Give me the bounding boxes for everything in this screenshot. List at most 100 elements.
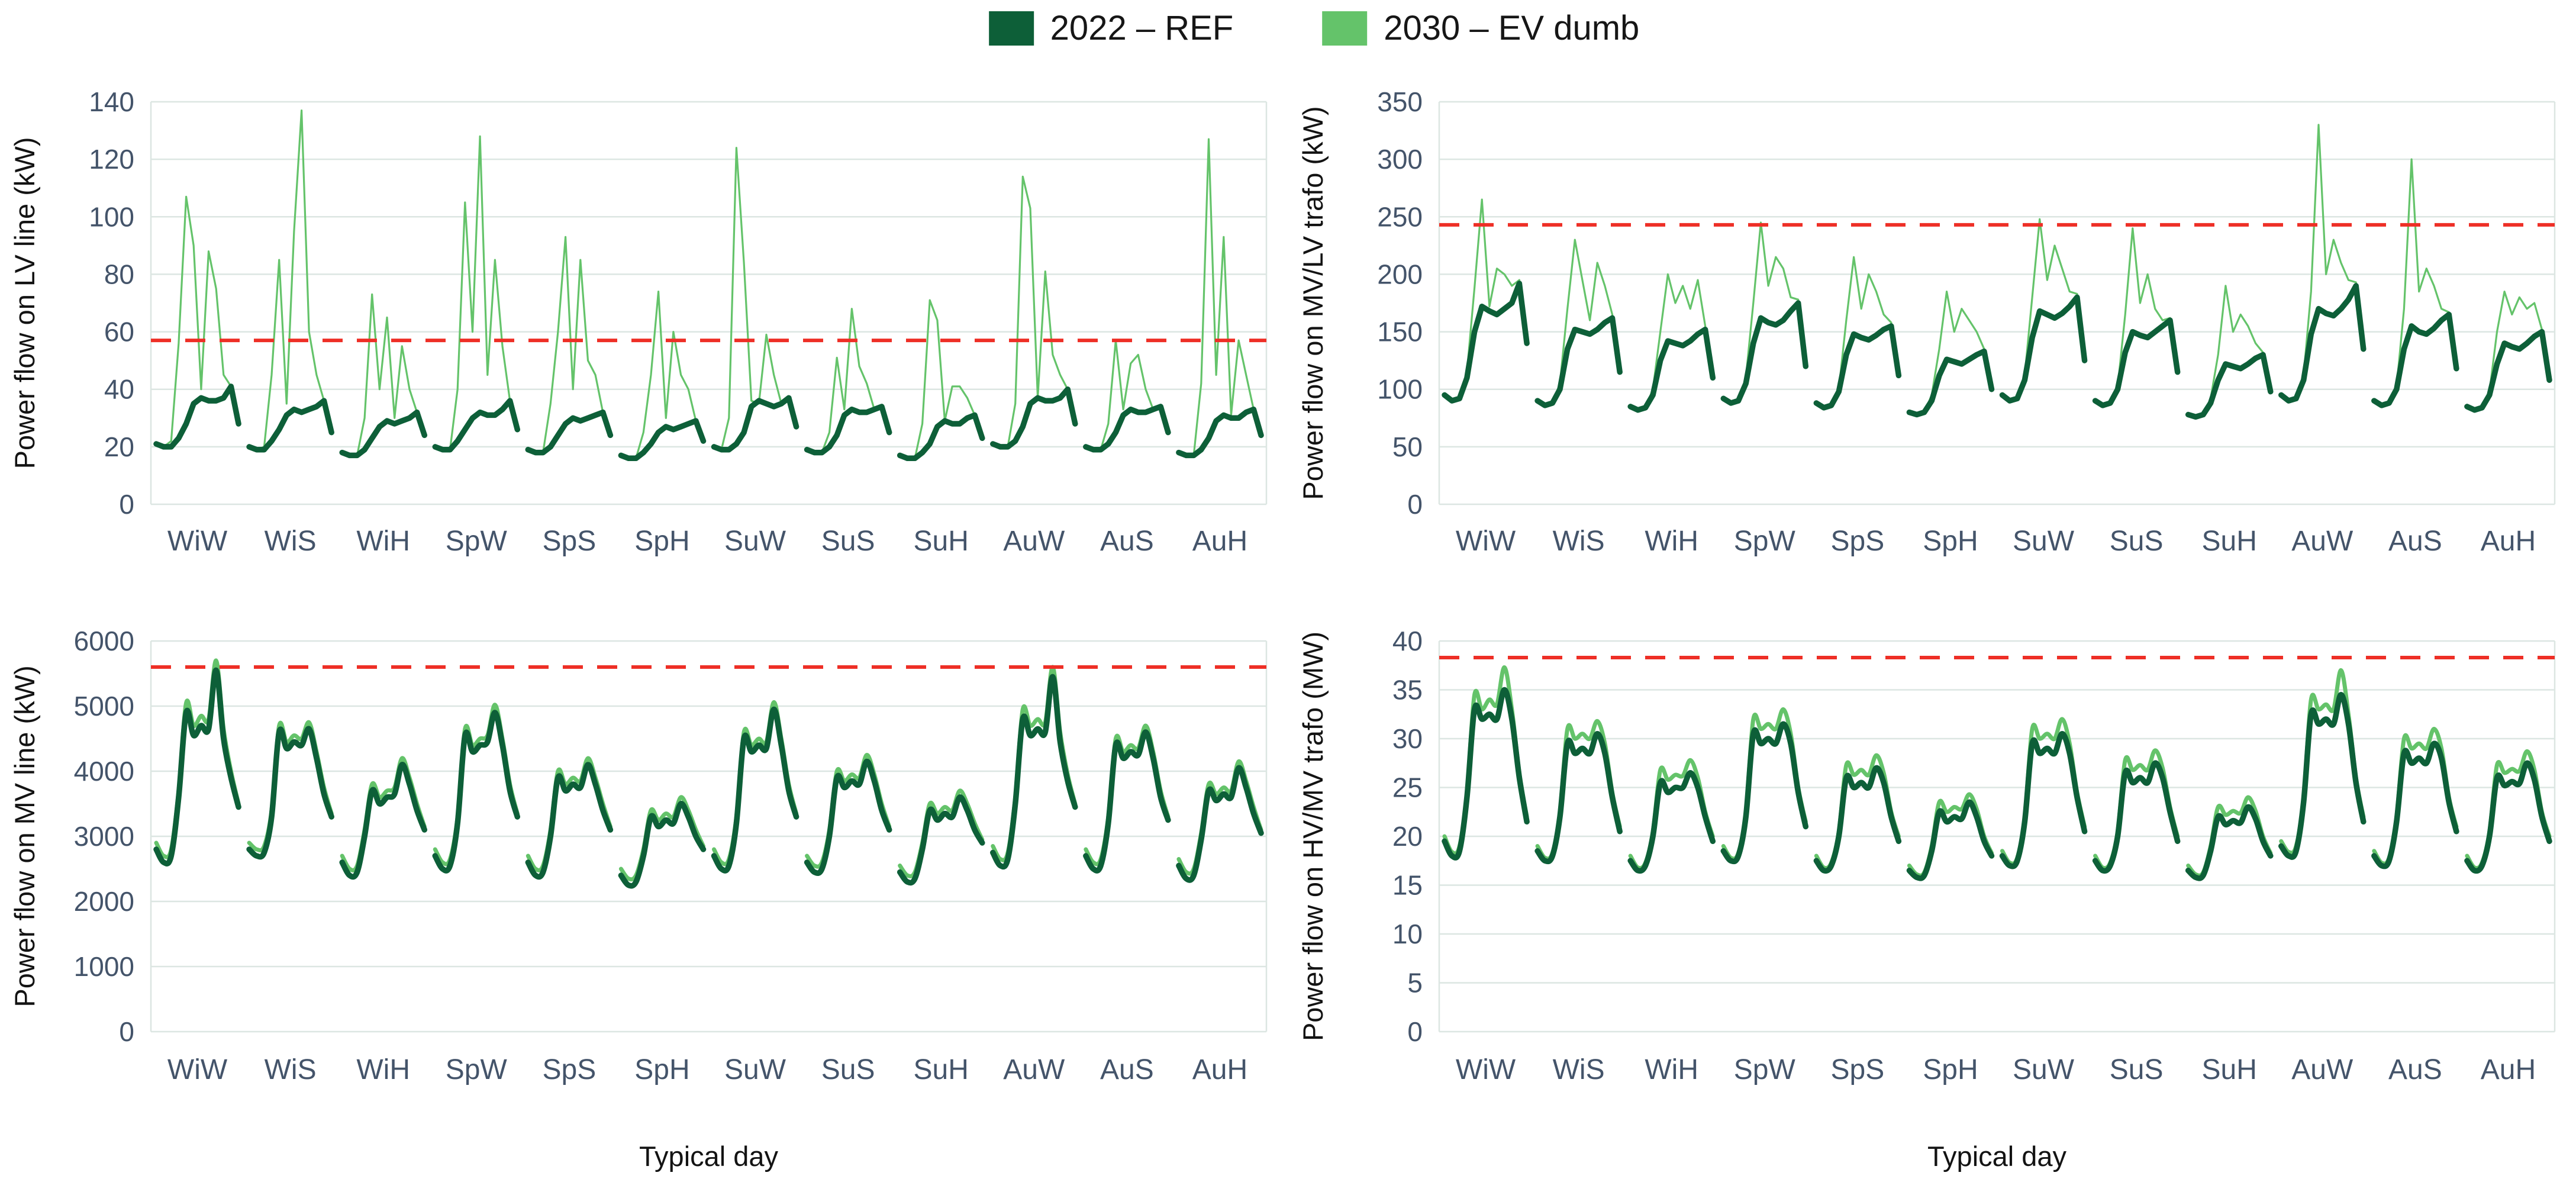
day-line-SpW bbox=[1722, 221, 1807, 404]
day-line-WiH bbox=[339, 409, 428, 459]
day-line-AuW bbox=[990, 386, 1078, 450]
day-line-AuS bbox=[1084, 723, 1171, 867]
x-category-labels: WiW WiS WiH SpW SpS SpH SuW SuS SuH AuW AuS AuH bbox=[167, 526, 1247, 557]
day-line-SuH bbox=[2187, 285, 2272, 418]
chart-legend: 2022 – REF 2030 – EV dumb bbox=[988, 8, 1639, 48]
svg-text:5: 5 bbox=[1407, 968, 1423, 998]
day-line-SpH bbox=[620, 291, 705, 459]
day-line-WiH bbox=[341, 293, 425, 456]
day-line-SpH bbox=[1906, 348, 1995, 418]
svg-text:1000: 1000 bbox=[74, 951, 134, 982]
svg-text:AuW: AuW bbox=[1003, 1054, 1065, 1086]
svg-text:250: 250 bbox=[1377, 201, 1423, 232]
series-ev bbox=[1443, 124, 2551, 418]
day-line-AuS bbox=[2371, 740, 2459, 869]
svg-text:SuS: SuS bbox=[2110, 1054, 2164, 1086]
svg-text:100: 100 bbox=[1377, 374, 1423, 405]
day-line-SpS bbox=[1813, 323, 1902, 411]
svg-text:AuW: AuW bbox=[2291, 526, 2353, 557]
day-line-WiW bbox=[153, 384, 241, 450]
svg-text:SuS: SuS bbox=[2110, 526, 2164, 557]
svg-text:AuW: AuW bbox=[1003, 526, 1065, 557]
day-line-SuH bbox=[897, 412, 985, 462]
day-line-WiH bbox=[340, 756, 427, 872]
day-line-SuS bbox=[806, 308, 891, 454]
svg-text:20: 20 bbox=[104, 431, 134, 462]
x-axis-title: Typical day bbox=[639, 1141, 779, 1172]
day-line-AuS bbox=[2372, 727, 2459, 866]
svg-text:0: 0 bbox=[1407, 1016, 1423, 1047]
svg-text:0: 0 bbox=[119, 489, 134, 520]
svg-text:0: 0 bbox=[119, 1016, 134, 1047]
svg-text:140: 140 bbox=[89, 86, 134, 117]
day-line-WiS bbox=[246, 398, 334, 453]
day-line-AuW bbox=[990, 674, 1078, 870]
day-line-WiW bbox=[1442, 687, 1530, 861]
svg-text:200: 200 bbox=[1377, 259, 1423, 289]
svg-text:80: 80 bbox=[104, 259, 134, 289]
svg-text:SuH: SuH bbox=[2202, 526, 2257, 557]
svg-text:AuS: AuS bbox=[1100, 1054, 1154, 1086]
series-ref bbox=[1442, 281, 2552, 420]
day-line-SuH bbox=[899, 299, 984, 459]
svg-text:5000: 5000 bbox=[74, 691, 134, 721]
svg-text:SpW: SpW bbox=[446, 526, 508, 557]
day-line-SpH bbox=[618, 795, 705, 882]
day-line-SuS bbox=[804, 758, 892, 876]
day-line-AuH bbox=[1178, 138, 1262, 456]
day-line-WiH bbox=[1627, 326, 1716, 413]
day-line-SpH bbox=[618, 418, 707, 462]
x-category-labels: WiW WiS WiH SpW SpS SpH SuW SuS SuH AuW AuS AuH bbox=[167, 1054, 1247, 1086]
day-line-SuW bbox=[711, 706, 799, 874]
svg-text:6000: 6000 bbox=[74, 626, 134, 656]
day-line-WiS bbox=[1535, 719, 1622, 861]
chart-mv-line: 0 1000 2000 3000 4000 5000 6000 WiW WiS WiH SpW SpS… bbox=[9, 626, 1268, 1172]
day-line-SuS bbox=[2092, 317, 2181, 408]
day-line-WiH bbox=[339, 762, 428, 880]
svg-text:SuH: SuH bbox=[914, 526, 969, 557]
day-line-SpS bbox=[525, 756, 612, 872]
svg-text:SuW: SuW bbox=[724, 1054, 786, 1086]
day-line-SpW bbox=[432, 710, 521, 874]
gridlines bbox=[1439, 640, 2555, 1033]
svg-text:20: 20 bbox=[1392, 821, 1423, 852]
svg-text:AuS: AuS bbox=[2388, 1054, 2442, 1086]
svg-text:SuH: SuH bbox=[914, 1054, 969, 1086]
svg-text:AuH: AuH bbox=[1192, 1054, 1247, 1086]
x-axis-title: Typical day bbox=[1927, 1141, 2067, 1172]
gridlines bbox=[151, 101, 1266, 505]
svg-text:50: 50 bbox=[1392, 431, 1423, 462]
day-line-AuH bbox=[1176, 759, 1263, 876]
day-line-SuH bbox=[898, 788, 985, 878]
svg-text:25: 25 bbox=[1392, 772, 1423, 803]
series-ref bbox=[1442, 687, 2552, 881]
day-line-AuW bbox=[2278, 692, 2367, 860]
svg-text:SpH: SpH bbox=[1923, 1054, 1978, 1086]
day-line-WiH bbox=[1628, 758, 1715, 871]
series-ev bbox=[154, 658, 1263, 882]
svg-text:3000: 3000 bbox=[74, 821, 134, 852]
day-line-SpW bbox=[432, 398, 521, 453]
day-line-SpW bbox=[433, 703, 520, 867]
svg-text:AuH: AuH bbox=[1192, 526, 1247, 557]
svg-text:SpH: SpH bbox=[634, 1054, 689, 1086]
day-line-SpH bbox=[1906, 799, 1995, 881]
svg-text:10: 10 bbox=[1392, 919, 1423, 949]
y-tick-labels: 0 1000 2000 3000 4000 5000 6000 bbox=[74, 626, 134, 1047]
y-axis-title: Power flow on MV line (kW) bbox=[9, 665, 40, 1007]
svg-text:WiH: WiH bbox=[356, 526, 410, 557]
x-category-labels: WiW WiS WiH SpW SpS SpH SuW SuS SuH AuW AuS AuH bbox=[1456, 526, 2536, 557]
day-line-AuW bbox=[2278, 283, 2367, 404]
svg-text:WiW: WiW bbox=[167, 1054, 228, 1086]
svg-text:300: 300 bbox=[1377, 144, 1423, 175]
svg-text:WiS: WiS bbox=[265, 1054, 317, 1086]
day-line-AuS bbox=[1085, 339, 1169, 451]
day-line-WiW bbox=[1442, 281, 1530, 404]
svg-text:SpW: SpW bbox=[446, 1054, 508, 1086]
legend-item-ev: 2030 – EV dumb bbox=[1322, 8, 1639, 48]
svg-text:30: 30 bbox=[1392, 723, 1423, 754]
svg-text:WiW: WiW bbox=[1456, 526, 1516, 557]
svg-text:AuH: AuH bbox=[2481, 1054, 2536, 1086]
svg-text:4000: 4000 bbox=[74, 756, 134, 787]
series-ref bbox=[153, 384, 1264, 462]
